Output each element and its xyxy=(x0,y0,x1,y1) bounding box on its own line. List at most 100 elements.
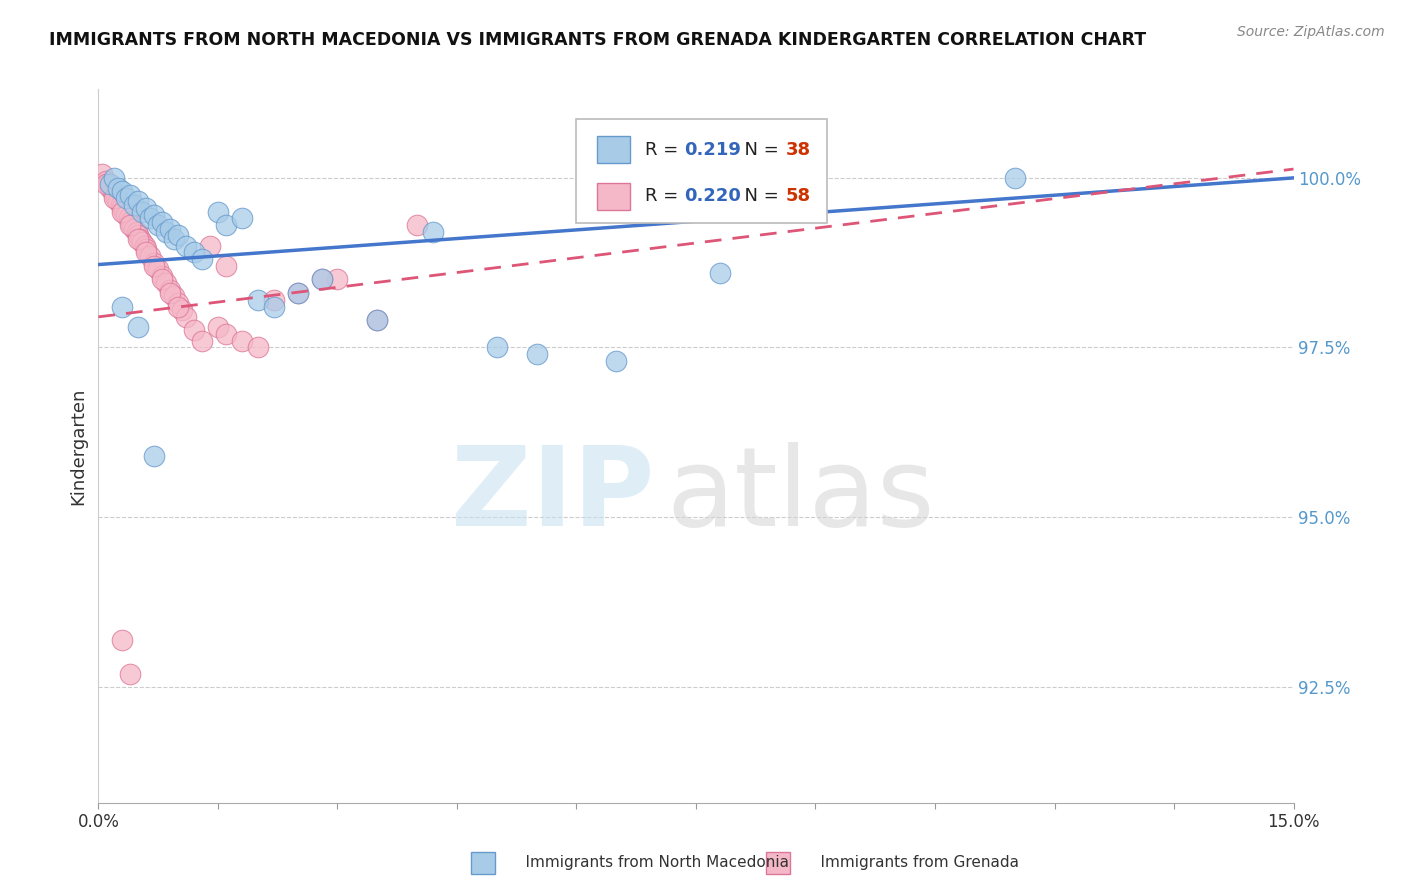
Point xyxy=(98,180,122,194)
Text: N =: N = xyxy=(733,141,785,159)
Point xyxy=(101,184,124,198)
Point xyxy=(287,286,309,301)
Point xyxy=(115,191,138,205)
Point xyxy=(118,211,141,226)
Text: 0.220: 0.220 xyxy=(685,187,741,205)
Point xyxy=(111,201,134,215)
Point xyxy=(163,232,186,246)
Point xyxy=(246,341,269,355)
Point xyxy=(172,303,194,318)
Point xyxy=(191,334,214,348)
Point xyxy=(163,289,186,303)
Point xyxy=(139,211,162,226)
Point xyxy=(127,232,149,246)
Point xyxy=(131,204,153,219)
Point xyxy=(143,449,166,463)
Point xyxy=(174,310,197,324)
Text: Immigrants from North Macedonia: Immigrants from North Macedonia xyxy=(506,855,789,870)
Point xyxy=(124,198,146,212)
Point xyxy=(167,296,190,310)
Point xyxy=(326,272,349,286)
Point xyxy=(174,238,197,252)
Point xyxy=(112,204,135,219)
FancyBboxPatch shape xyxy=(766,852,790,874)
Point xyxy=(127,228,149,243)
Point xyxy=(120,218,142,232)
Point xyxy=(148,262,170,277)
Point xyxy=(127,320,149,334)
Text: N =: N = xyxy=(733,187,785,205)
Point xyxy=(143,255,166,269)
Point xyxy=(215,218,238,232)
Point xyxy=(121,218,143,232)
Point xyxy=(198,238,221,252)
Point xyxy=(131,235,153,249)
Point xyxy=(159,283,181,297)
Point xyxy=(191,252,214,266)
Point xyxy=(526,347,548,361)
Point xyxy=(143,208,166,222)
Point xyxy=(120,187,142,202)
Point xyxy=(150,272,173,286)
FancyBboxPatch shape xyxy=(471,852,495,874)
Point xyxy=(111,632,134,647)
Point xyxy=(207,204,229,219)
Point xyxy=(263,300,285,314)
Point xyxy=(128,232,150,246)
Point xyxy=(485,341,508,355)
Point xyxy=(148,218,170,232)
Point xyxy=(1004,170,1026,185)
Point xyxy=(167,300,190,314)
Point xyxy=(98,178,122,192)
Point xyxy=(215,259,238,273)
Point xyxy=(91,167,114,181)
Point xyxy=(143,259,166,273)
Point xyxy=(159,286,181,301)
Point xyxy=(311,272,333,286)
Text: 58: 58 xyxy=(786,187,811,205)
Text: R =: R = xyxy=(644,187,683,205)
Point xyxy=(231,334,253,348)
Point xyxy=(215,326,238,341)
FancyBboxPatch shape xyxy=(596,136,630,163)
Point xyxy=(120,215,142,229)
Point xyxy=(111,204,134,219)
Point xyxy=(311,272,333,286)
Point xyxy=(246,293,269,307)
Text: atlas: atlas xyxy=(666,442,935,549)
Text: Immigrants from Grenada: Immigrants from Grenada xyxy=(801,855,1019,870)
Text: 0.219: 0.219 xyxy=(685,141,741,159)
Point xyxy=(96,178,118,192)
Point xyxy=(134,238,156,252)
Point xyxy=(167,228,190,243)
Point xyxy=(366,313,388,327)
Point xyxy=(709,266,731,280)
Point xyxy=(135,201,157,215)
Point xyxy=(406,218,429,232)
Point xyxy=(96,174,118,188)
Point xyxy=(104,191,127,205)
Point xyxy=(110,198,132,212)
Point xyxy=(263,293,285,307)
Point xyxy=(231,211,253,226)
Point xyxy=(124,221,146,235)
Text: Source: ZipAtlas.com: Source: ZipAtlas.com xyxy=(1237,25,1385,39)
Point xyxy=(135,245,157,260)
Point xyxy=(155,276,177,290)
Text: ZIP: ZIP xyxy=(451,442,654,549)
Point xyxy=(111,300,134,314)
Point xyxy=(139,249,162,263)
Text: 38: 38 xyxy=(786,141,811,159)
Point xyxy=(207,320,229,334)
Point xyxy=(422,225,444,239)
FancyBboxPatch shape xyxy=(576,120,828,223)
Point xyxy=(135,242,157,256)
Point xyxy=(120,666,142,681)
Point xyxy=(127,194,149,209)
Point xyxy=(97,178,120,192)
Point xyxy=(125,225,148,239)
Point xyxy=(183,245,205,260)
FancyBboxPatch shape xyxy=(596,183,630,210)
Point xyxy=(103,191,125,205)
Point xyxy=(150,269,173,284)
